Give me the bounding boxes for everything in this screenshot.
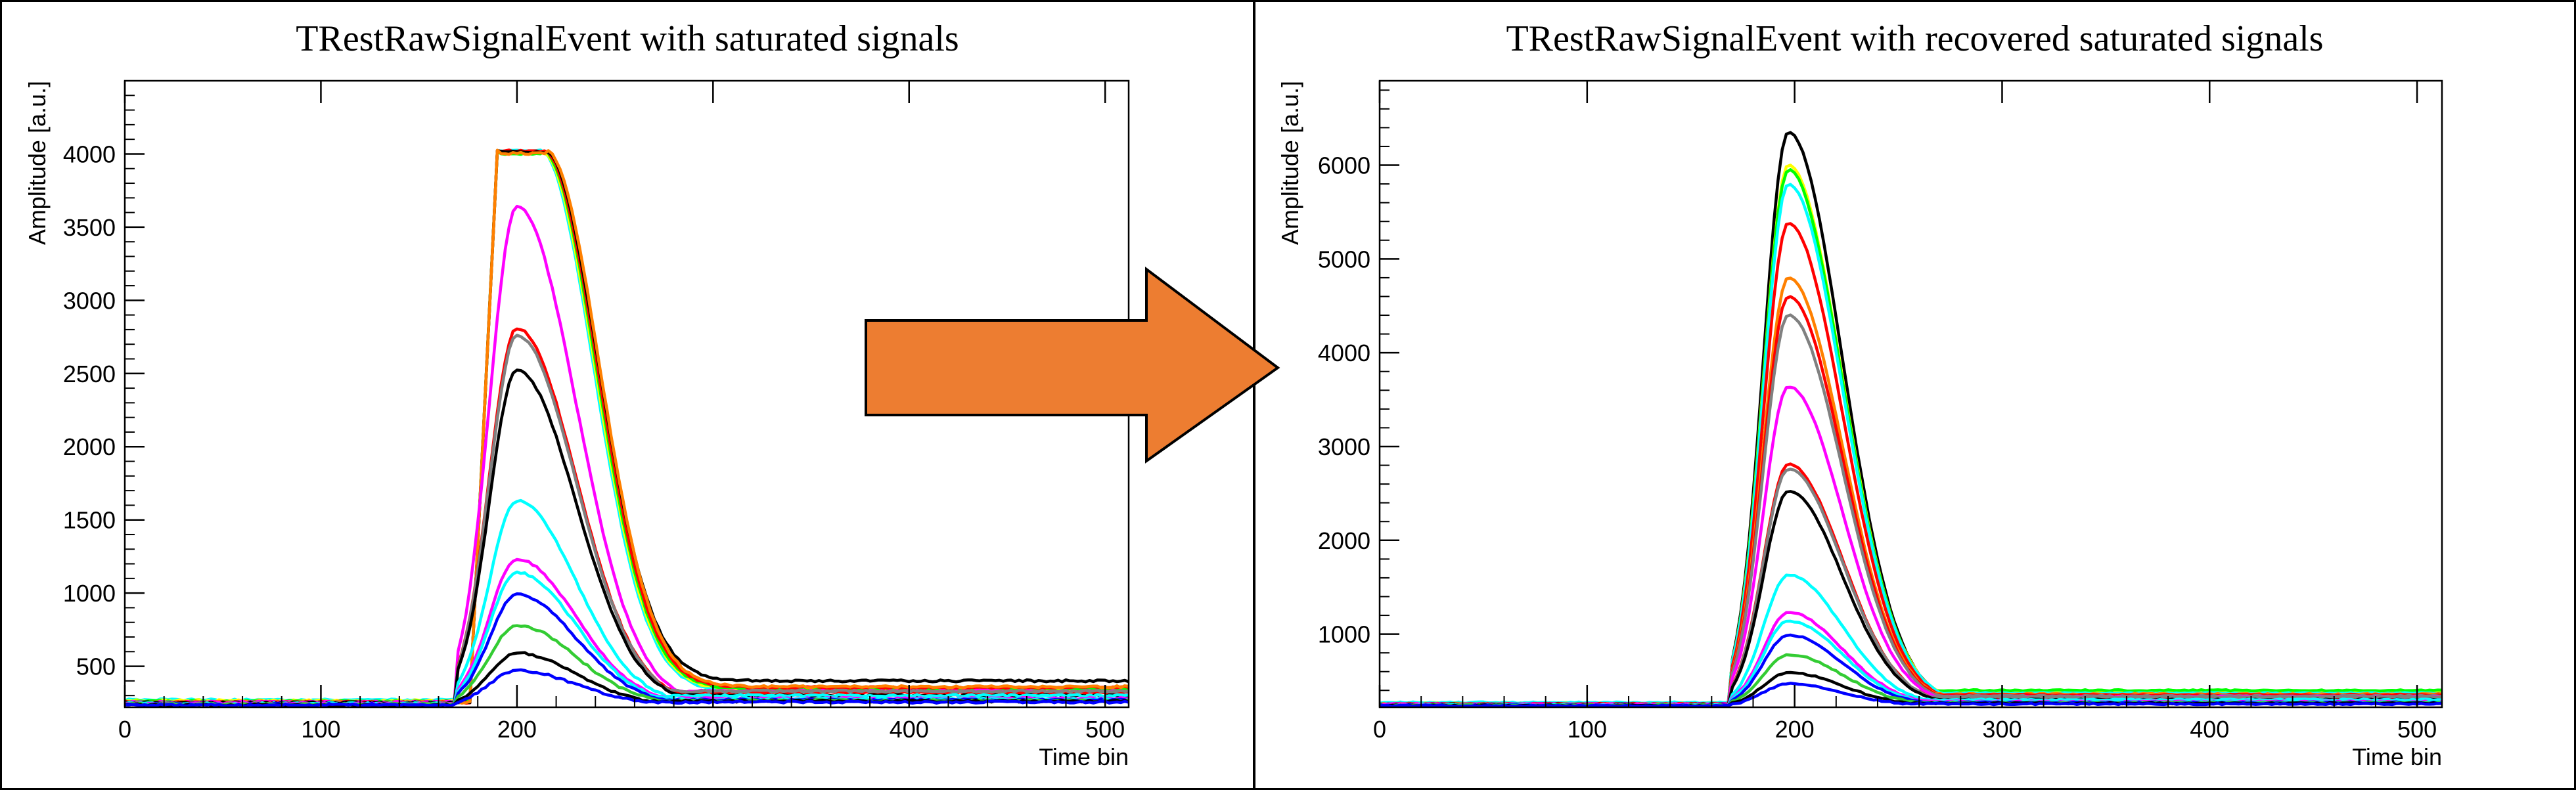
y-tick-label: 1500 [63,507,116,534]
y-tick-label: 500 [76,653,116,680]
series-group [124,148,1129,708]
y-tick-label: 1000 [63,580,116,607]
y-axis-title: Amplitude [a.u.] [24,81,51,245]
x-tick-label: 500 [2397,716,2437,743]
x-axis-title: Time bin [1039,743,1129,770]
y-tick-label: 5000 [1318,246,1370,273]
x-tick-label: 100 [1568,716,1607,743]
y-tick-label: 3500 [63,214,116,241]
y-tick-label: 3000 [63,287,116,314]
x-tick-label: 300 [1982,716,2022,743]
y-tick-label: 2500 [63,361,116,387]
series-group [1379,131,2443,709]
x-tick-label: 200 [497,716,537,743]
x-axis-title: Time bin [2352,743,2442,770]
x-tick-label: 100 [301,716,340,743]
y-tick-label: 4000 [1318,340,1370,366]
x-tick-label: 400 [2190,716,2229,743]
x-tick-label: 400 [890,716,929,743]
y-tick-label: 4000 [63,141,116,167]
y-tick-label: 2000 [63,433,116,460]
x-tick-label: 200 [1775,716,1815,743]
right-chart-title: TRestRawSignalEvent with recovered satur… [1506,18,2324,59]
signal-trace-16 [124,668,1129,708]
x-tick-label: 0 [1373,716,1386,743]
y-tick-label: 6000 [1318,152,1370,179]
y-tick-label: 3000 [1318,433,1370,460]
right-chart-panel: TRestRawSignalEvent with recovered satur… [1254,0,2576,790]
y-axis-title: Amplitude [a.u.] [1277,81,1303,245]
y-tick-label: 1000 [1318,621,1370,648]
y-tick-label: 2000 [1318,527,1370,554]
signal-trace-18 [1379,682,2443,709]
right-arrow-shape [865,267,1280,464]
x-tick-label: 0 [118,716,131,743]
x-tick-label: 500 [1085,716,1125,743]
plot-frame [1378,79,2443,709]
left-chart-title: TRestRawSignalEvent with saturated signa… [296,18,959,59]
x-tick-label: 300 [693,716,733,743]
